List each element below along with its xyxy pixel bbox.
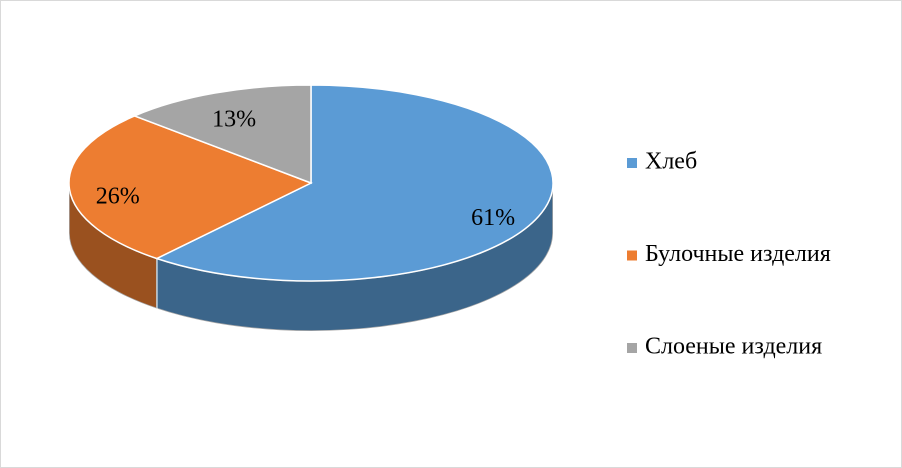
data-label: 26%	[96, 183, 140, 209]
slice	[132, 84, 312, 185]
data-label: 13%	[212, 107, 256, 133]
pie-tops	[68, 84, 554, 282]
legend: Хлеб Булочные изделия Слоеные изделия	[627, 149, 831, 360]
legend-label: Булочные изделия	[645, 241, 831, 267]
data-label: 61%	[471, 205, 515, 231]
legend-swatch	[627, 158, 637, 168]
slice	[68, 115, 313, 260]
slice	[154, 84, 554, 282]
legend-label: Хлеб	[645, 149, 697, 175]
legend-swatch	[627, 250, 637, 261]
slice-side-shade	[69, 183, 157, 309]
slice-side-shade	[156, 183, 553, 331]
legend-swatch	[627, 343, 637, 353]
data-labels: 61% 26% 13%	[96, 107, 515, 232]
legend-label: Слоеные изделия	[645, 334, 822, 360]
